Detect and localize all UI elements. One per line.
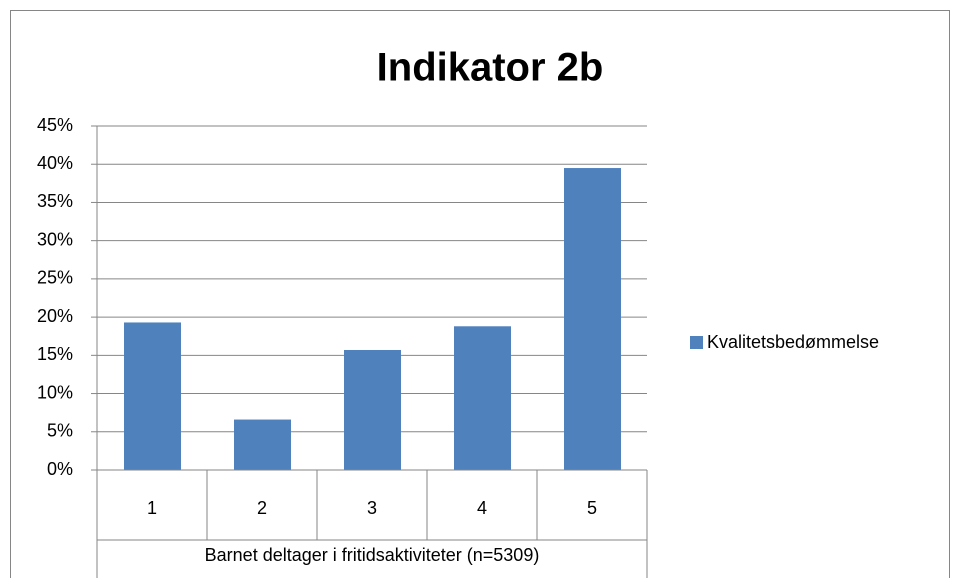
x-tick-label: 3 [367, 498, 377, 518]
y-tick-label: 25% [37, 268, 73, 288]
y-tick-label: 20% [37, 306, 73, 326]
x-tick-label: 4 [477, 498, 487, 518]
chart-title: Indikator 2b [377, 46, 604, 90]
x-axis-label: Barnet deltager i fritidsaktiviteter (n=… [205, 545, 540, 565]
bar [564, 168, 621, 471]
y-tick-label: 40% [37, 153, 73, 173]
y-tick-label: 35% [37, 191, 73, 211]
bar [234, 419, 291, 470]
bar [124, 322, 181, 470]
y-tick-label: 15% [37, 344, 73, 364]
x-tick-label: 5 [587, 498, 597, 518]
legend-label: Kvalitetsbedømmelse [707, 332, 879, 352]
x-tick-label: 2 [257, 498, 267, 518]
y-tick-label: 0% [47, 459, 73, 479]
bar [454, 326, 511, 470]
y-tick-label: 45% [37, 115, 73, 135]
bar [344, 349, 401, 470]
chart-border [10, 10, 950, 578]
legend-swatch [690, 336, 703, 349]
y-tick-label: 5% [47, 421, 73, 441]
x-tick-label: 1 [147, 498, 157, 518]
y-tick-label: 30% [37, 229, 73, 249]
y-tick-label: 10% [37, 382, 73, 402]
